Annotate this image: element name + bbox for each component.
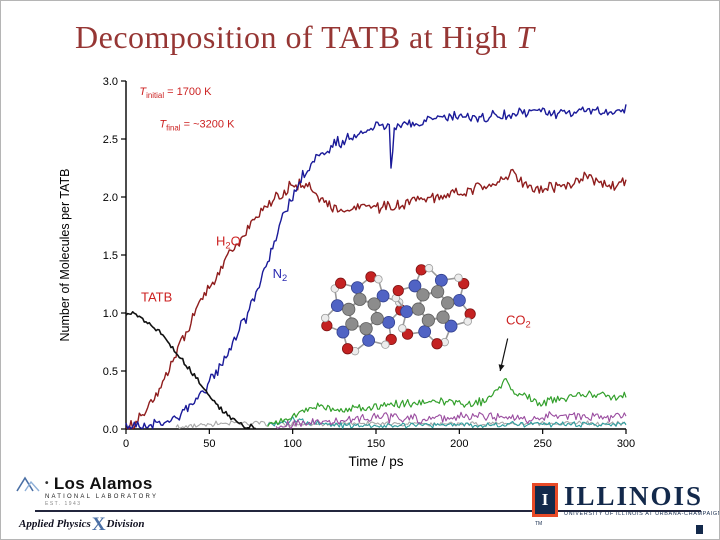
y-axis-title: Number of Molecules per TATB bbox=[58, 169, 72, 342]
annotation-h2o-label: H2O bbox=[216, 234, 241, 251]
annotation-co2-label: CO2 bbox=[506, 313, 531, 330]
division-pre: Applied Physics bbox=[19, 518, 91, 530]
series-TATB bbox=[125, 311, 256, 430]
x-axis-title: Time / ps bbox=[348, 454, 403, 469]
los-alamos-name: • Los Alamos bbox=[45, 475, 158, 493]
tatb-molecule bbox=[321, 271, 407, 356]
co2-arrowhead bbox=[498, 364, 505, 371]
annotation-t-final: Tfinal = ~3200 K bbox=[159, 118, 235, 132]
corner-mark bbox=[696, 525, 703, 534]
los-alamos-triangle-icon bbox=[16, 476, 40, 492]
x-tick-label: 250 bbox=[533, 438, 551, 450]
x-tick-label: 150 bbox=[367, 438, 385, 450]
y-tick-label: 3.0 bbox=[103, 76, 118, 88]
x-tick-label: 50 bbox=[203, 438, 215, 450]
x-tick-label: 0 bbox=[123, 438, 129, 450]
los-alamos-logo: • Los Alamos NATIONAL LABORATORY EST. 19… bbox=[15, 475, 158, 507]
los-alamos-est: EST. 1943 bbox=[45, 501, 82, 507]
division-x-mark: X bbox=[91, 514, 106, 535]
illinois-tm: TM bbox=[535, 521, 543, 527]
applied-physics-division-label: Applied PhysicsXDivision bbox=[19, 514, 144, 536]
y-tick-label: 1.0 bbox=[103, 308, 118, 320]
y-tick-label: 0.0 bbox=[103, 424, 118, 436]
illinois-block-i-icon: I bbox=[532, 483, 558, 517]
division-post: Division bbox=[106, 518, 145, 530]
illinois-wordmark: ILLINOIS bbox=[564, 481, 704, 511]
los-alamos-sub: NATIONAL LABORATORY bbox=[45, 494, 159, 500]
x-tick-label: 300 bbox=[617, 438, 635, 450]
tatb-molecule bbox=[391, 264, 476, 350]
page-title: Decomposition of TATB at High T bbox=[75, 19, 534, 56]
series-minor-purple bbox=[275, 411, 627, 430]
footer-divider bbox=[35, 510, 701, 512]
annotation-t-initial: Tinitial = 1700 K bbox=[139, 86, 212, 100]
x-tick-label: 200 bbox=[450, 438, 468, 450]
illinois-caption: UNIVERSITY OF ILLINOIS AT URBANA-CHAMPAI… bbox=[564, 511, 720, 517]
annotation-n2-label: N2 bbox=[273, 266, 288, 283]
illinois-logo: I ILLINOIS UNIVERSITY OF ILLINOIS AT URB… bbox=[532, 481, 720, 517]
los-alamos-name-text: Los Alamos bbox=[53, 474, 153, 493]
series-minor-teal bbox=[267, 416, 627, 430]
y-tick-label: 0.5 bbox=[103, 366, 118, 378]
chart-svg: 0 50 100 150 200 250 300 0.0 0.5 1.0 1.5 2.0 2.5 3.0 T… bbox=[58, 76, 635, 469]
y-tick-label: 1.5 bbox=[103, 250, 118, 262]
x-tick-label: 100 bbox=[283, 438, 301, 450]
illinois-block-i-letter: I bbox=[541, 490, 549, 509]
series-CO2 bbox=[267, 378, 627, 427]
page-title-italic-t: T bbox=[516, 19, 535, 55]
series-H2O bbox=[125, 168, 627, 430]
page-title-text: Decomposition of TATB at High bbox=[75, 19, 517, 55]
y-tick-label: 2.5 bbox=[103, 134, 118, 146]
annotation-tatb-label: TATB bbox=[141, 289, 172, 304]
los-alamos-dot: • bbox=[45, 478, 49, 489]
decomposition-chart: 0 50 100 150 200 250 300 0.0 0.5 1.0 1.5 2.0 2.5 3.0 T… bbox=[41, 56, 661, 486]
y-tick-label: 2.0 bbox=[103, 192, 118, 204]
series-N2 bbox=[125, 104, 627, 430]
